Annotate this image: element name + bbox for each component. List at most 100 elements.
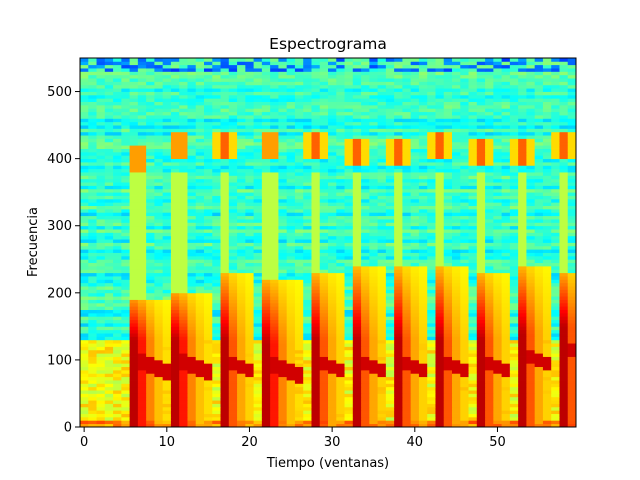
heatmap-cell <box>485 359 494 364</box>
heatmap-cell <box>551 413 560 418</box>
heatmap-cell <box>542 165 552 170</box>
heatmap-cell <box>187 292 197 297</box>
heatmap-cell <box>129 353 139 357</box>
heatmap-cell <box>137 366 147 371</box>
heatmap-cell <box>443 282 453 287</box>
heatmap-cell <box>418 148 428 153</box>
heatmap-cell <box>452 208 461 213</box>
heatmap-cell <box>228 225 238 230</box>
heatmap-cell <box>303 410 312 414</box>
heatmap-cell <box>336 255 345 260</box>
heatmap-cell <box>493 373 502 378</box>
heatmap-cell <box>220 413 230 418</box>
heatmap-cell <box>485 272 494 277</box>
heatmap-cell <box>402 178 412 183</box>
heatmap-cell <box>319 279 329 284</box>
heatmap-cell <box>526 366 536 371</box>
heatmap-cell <box>294 245 304 250</box>
heatmap-cell <box>154 148 164 153</box>
heatmap-cell <box>270 178 279 183</box>
heatmap-cell <box>96 161 106 166</box>
heatmap-cell <box>286 406 296 411</box>
heatmap-cell <box>253 208 263 213</box>
heatmap-cell <box>80 339 89 344</box>
heatmap-cell <box>534 282 544 287</box>
heatmap-cell <box>559 346 569 351</box>
heatmap-cell <box>237 161 246 166</box>
heatmap-cell <box>253 380 263 384</box>
heatmap-cell <box>567 343 577 347</box>
heatmap-cell <box>286 296 296 300</box>
heatmap-cell <box>88 265 97 270</box>
heatmap-cell <box>286 198 296 203</box>
heatmap-cell <box>187 336 197 341</box>
heatmap-cell <box>104 265 114 270</box>
heatmap-cell <box>452 279 461 284</box>
heatmap-cell <box>493 239 502 243</box>
heatmap-cell <box>170 286 180 290</box>
heatmap-cell <box>278 373 288 378</box>
heatmap-cell <box>328 229 337 233</box>
heatmap-cell <box>485 249 494 253</box>
heatmap-cell <box>468 235 478 240</box>
heatmap-cell <box>104 276 114 280</box>
heatmap-cell <box>452 292 461 297</box>
heatmap-cell <box>493 376 502 381</box>
heatmap-cell <box>137 202 147 206</box>
heatmap-cell <box>80 326 89 331</box>
heatmap-cell <box>261 262 271 267</box>
heatmap-cell <box>534 168 544 173</box>
heatmap-cell <box>294 239 304 243</box>
heatmap-cell <box>179 339 188 344</box>
heatmap-cell <box>352 155 362 160</box>
heatmap-cell <box>377 376 387 381</box>
heatmap-cell <box>534 349 544 354</box>
heatmap-cell <box>294 182 304 186</box>
heatmap-cell <box>435 386 445 391</box>
heatmap-cell <box>220 249 230 253</box>
heatmap-cell <box>542 373 552 378</box>
heatmap-cell <box>476 202 486 206</box>
heatmap-cell <box>104 235 114 240</box>
heatmap-cell <box>319 212 329 217</box>
heatmap-cell <box>567 182 577 186</box>
heatmap-cell <box>303 192 312 196</box>
heatmap-cell <box>443 168 453 173</box>
heatmap-cell <box>468 172 478 176</box>
heatmap-cell <box>542 192 552 196</box>
heatmap-cell <box>195 366 205 371</box>
heatmap-cell <box>220 185 230 190</box>
heatmap-cell <box>501 255 511 260</box>
heatmap-cell <box>88 386 97 391</box>
heatmap-cell <box>394 292 403 297</box>
heatmap-cell <box>542 416 552 421</box>
heatmap-cell <box>187 366 197 371</box>
heatmap-cell <box>170 343 180 347</box>
heatmap-cell <box>485 380 494 384</box>
heatmap-cell <box>542 302 552 307</box>
heatmap-cell <box>369 225 378 230</box>
heatmap-cell <box>493 343 502 347</box>
heatmap-cell <box>187 299 197 304</box>
heatmap-cell <box>452 420 461 425</box>
heatmap-cell <box>567 208 577 213</box>
heatmap-cell <box>352 316 362 321</box>
heatmap-cell <box>551 158 560 163</box>
heatmap-cell <box>245 386 254 391</box>
heatmap-cell <box>195 161 205 166</box>
heatmap-cell <box>278 225 288 230</box>
heatmap-cell <box>493 202 502 206</box>
heatmap-cell <box>212 292 221 297</box>
heatmap-cell <box>237 202 246 206</box>
heatmap-cell <box>493 390 502 394</box>
heatmap-cell <box>418 312 428 317</box>
heatmap-cell <box>542 265 552 270</box>
heatmap-cell <box>278 272 288 277</box>
heatmap-cell <box>245 356 254 361</box>
heatmap-cell <box>170 292 180 297</box>
heatmap-cell <box>452 390 461 394</box>
heatmap-cell <box>121 369 130 374</box>
heatmap-cell <box>294 393 304 398</box>
heatmap-cell <box>179 155 188 160</box>
heatmap-cell <box>146 410 155 414</box>
